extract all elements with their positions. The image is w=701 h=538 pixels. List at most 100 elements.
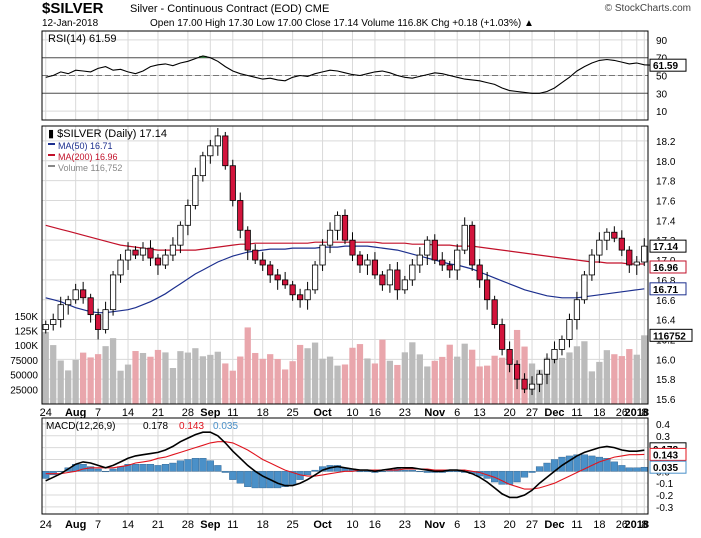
candle-body: [297, 294, 304, 301]
legend-entry: Volume 116,752: [58, 163, 122, 173]
volume-bar: [207, 354, 214, 404]
volume-bar: [50, 345, 57, 404]
volume-bar: [124, 364, 132, 404]
rsi-legend: RSI(14) 61.59: [48, 33, 116, 45]
candle-body: [543, 358, 551, 375]
volume-bar: [199, 356, 206, 404]
macd-histogram-bar: [236, 471, 244, 484]
candle-body: [42, 324, 49, 330]
candle-body: [199, 155, 206, 177]
price-tick-label: 17.8: [656, 177, 676, 188]
candle-body: [65, 299, 72, 306]
volume-bar: [626, 349, 633, 404]
date-tick-label: 14: [122, 519, 134, 531]
date-tick-label: 18: [593, 407, 605, 419]
candle-body: [274, 274, 281, 281]
volume-bar: [252, 352, 259, 404]
date-tick-label: 13: [474, 407, 486, 419]
volume-tick-label: 75000: [10, 356, 38, 367]
candle-body: [566, 319, 573, 340]
quote-summary: Open 17.00 High 17.30 Low 17.00 Close 17…: [150, 18, 534, 29]
volume-bar: [192, 348, 199, 404]
price-tick-label: 16.0: [656, 355, 676, 366]
date-tick-label: 16: [369, 407, 381, 419]
stockcharts-credit[interactable]: © StockCharts.com: [604, 3, 691, 14]
price-tick-label: 17.4: [656, 216, 676, 227]
macd-tick-label: -0.3: [656, 503, 674, 514]
price-tick-label: 17.6: [656, 196, 676, 207]
volume-bar: [424, 366, 431, 404]
volume-bar: [603, 350, 610, 404]
close-price-label: 17.14: [653, 242, 678, 253]
price-tick-label: 18.2: [656, 137, 676, 148]
candle-body: [536, 373, 543, 385]
rsi-tick-label: 90: [656, 36, 668, 47]
volume-bar: [341, 364, 349, 404]
macd-histogram-bar: [79, 464, 87, 472]
date-tick-label: 26: [616, 519, 628, 531]
candle-body: [341, 214, 349, 241]
date-tick-label: Sep: [200, 407, 220, 419]
candle-body: [641, 245, 648, 263]
candle-body: [334, 214, 341, 231]
macd-tick-label: -0.1: [656, 479, 674, 490]
candle-body: [319, 244, 326, 266]
date-tick-label: 2018: [625, 519, 649, 531]
volume-value-label: 116752: [653, 331, 686, 342]
candle-body: [528, 383, 536, 390]
signal-legend-value: 0.143: [179, 421, 204, 432]
date-tick-label: 6: [454, 407, 460, 419]
macd-legend-name: MACD(12,26,9): [46, 421, 115, 432]
date-tick-label: 26: [616, 407, 628, 419]
price-tick-label: 16.8: [656, 276, 676, 287]
candle-body: [626, 249, 633, 266]
macd-histogram-bar: [42, 471, 50, 479]
date-tick-label: Dec: [544, 519, 564, 531]
macd-tick-label: 0.3: [656, 432, 670, 443]
macd-histogram-bar: [580, 454, 588, 472]
macd-histogram-bar: [603, 458, 611, 472]
volume-bar: [80, 352, 87, 404]
volume-bar: [289, 361, 296, 404]
macd-legend-value: 0.178: [143, 421, 168, 432]
macd-histogram-bar: [87, 466, 95, 472]
macd-histogram-bar: [154, 465, 162, 472]
macd-histogram-bar: [94, 468, 102, 472]
ma200-price-label: 16.96: [653, 263, 678, 274]
volume-bar: [282, 369, 289, 404]
macd-histogram-bar: [535, 466, 544, 472]
volume-bar: [379, 339, 386, 404]
rsi-value-label-box: [649, 58, 687, 72]
macd-histogram-bar: [102, 471, 110, 473]
macd-histogram-bar: [169, 462, 177, 472]
price-tick-label: 16.6: [656, 296, 676, 307]
date-tick-label: 28: [182, 407, 194, 419]
macd-histogram-bar: [311, 469, 319, 472]
volume-bar: [147, 356, 154, 404]
volume-bar: [566, 352, 573, 404]
candle-body: [259, 259, 266, 266]
volume-bar: [476, 366, 483, 404]
candle-body: [499, 324, 506, 350]
volume-bar: [94, 354, 102, 404]
date-tick-label: 11: [227, 519, 238, 531]
macd-histogram-bar: [618, 465, 626, 472]
date-tick-label: 28: [182, 519, 194, 531]
volume-bar: [237, 356, 244, 404]
volume-bar: [409, 342, 416, 404]
macd-histogram-bar: [520, 471, 529, 478]
date-tick-label: 8: [641, 407, 647, 419]
volume-bar: [296, 344, 304, 404]
volume-bar: [72, 359, 79, 404]
volume-bar: [162, 352, 169, 404]
volume-bar: [109, 338, 117, 404]
volume-bar: [57, 360, 64, 404]
volume-tick-label: 150K: [15, 312, 39, 323]
date-tick-label: 10: [346, 407, 358, 419]
candle-body: [356, 254, 364, 266]
candle-body: [588, 254, 595, 276]
price-legend: ▮ $SILVER (Daily) 17.14: [48, 128, 167, 140]
signal-line: [45, 441, 645, 490]
macd-histogram-bar: [333, 465, 342, 472]
rsi-tick-label: 30: [656, 89, 668, 100]
